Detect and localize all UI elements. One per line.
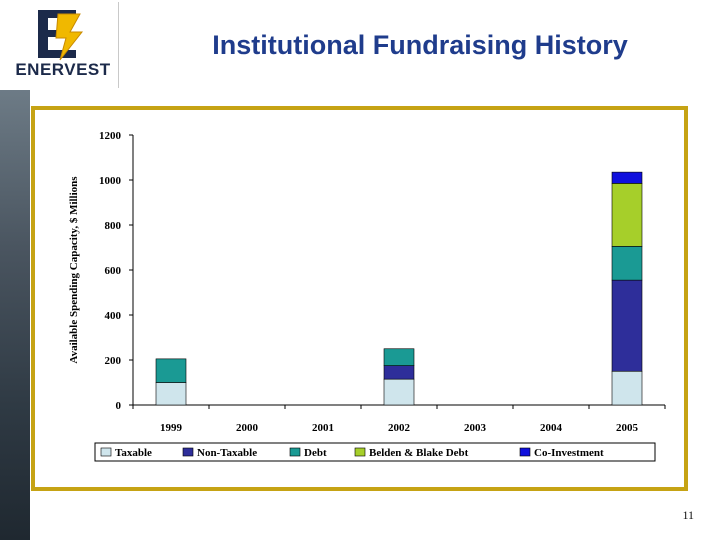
y-tick-label: 400: [105, 310, 122, 322]
page-title: Institutional Fundraising History: [212, 30, 628, 60]
y-tick-label: 1200: [99, 130, 122, 142]
logo-text: ENERVEST: [15, 60, 111, 79]
bar-segment: [383, 348, 415, 366]
x-tick-label: 2002: [388, 422, 411, 434]
legend-label: Non-Taxable: [197, 447, 257, 459]
x-tick-label: 2001: [312, 422, 334, 434]
bar-segment: [611, 246, 643, 281]
y-axis-label: Available Spending Capacity, $ Millions: [68, 176, 80, 364]
legend-label: Taxable: [115, 447, 152, 459]
y-tick-label: 200: [105, 355, 122, 367]
y-tick-label: 800: [105, 220, 122, 232]
page-number: 11: [682, 508, 694, 522]
bar-segment: [611, 370, 643, 406]
legend-swatch: [354, 447, 366, 457]
enervest-logo: ENERVEST: [0, 0, 118, 90]
x-tick-label: 1999: [160, 422, 183, 434]
bar-segment: [383, 378, 415, 406]
legend-swatch: [289, 447, 301, 457]
x-tick-label: 2003: [464, 422, 487, 434]
legend-label: Belden & Blake Debt: [369, 447, 469, 459]
legend-label: Debt: [304, 447, 327, 459]
bar-segment: [611, 183, 643, 247]
stacked-bar-chart: 0 200 400 600 800 1000 1200 Available Spending …: [68, 130, 666, 462]
legend-swatch: [519, 447, 531, 457]
x-tick-label: 2000: [236, 422, 259, 434]
x-tick-label: 2005: [616, 422, 639, 434]
y-tick-label: 1000: [99, 175, 122, 187]
decorative-side-image: [0, 90, 30, 540]
bar-segment: [155, 382, 187, 406]
legend-box: [94, 442, 656, 462]
bar-segment: [611, 279, 643, 372]
legend-swatch: [182, 447, 194, 457]
logo-divider: [118, 2, 119, 88]
legend-label: Co-Investment: [534, 447, 604, 459]
bar-segment: [611, 171, 643, 184]
legend-swatch: [100, 447, 112, 457]
bar-segment: [155, 358, 187, 383]
x-tick-label: 2004: [540, 422, 563, 434]
y-tick-label: 600: [105, 265, 122, 277]
y-tick-label: 0: [116, 400, 122, 412]
bar-segment: [383, 365, 415, 380]
chart-frame: 0 200 400 600 800 1000 1200 Available Spending …: [31, 106, 688, 491]
logo-mark-icon: [38, 10, 84, 61]
